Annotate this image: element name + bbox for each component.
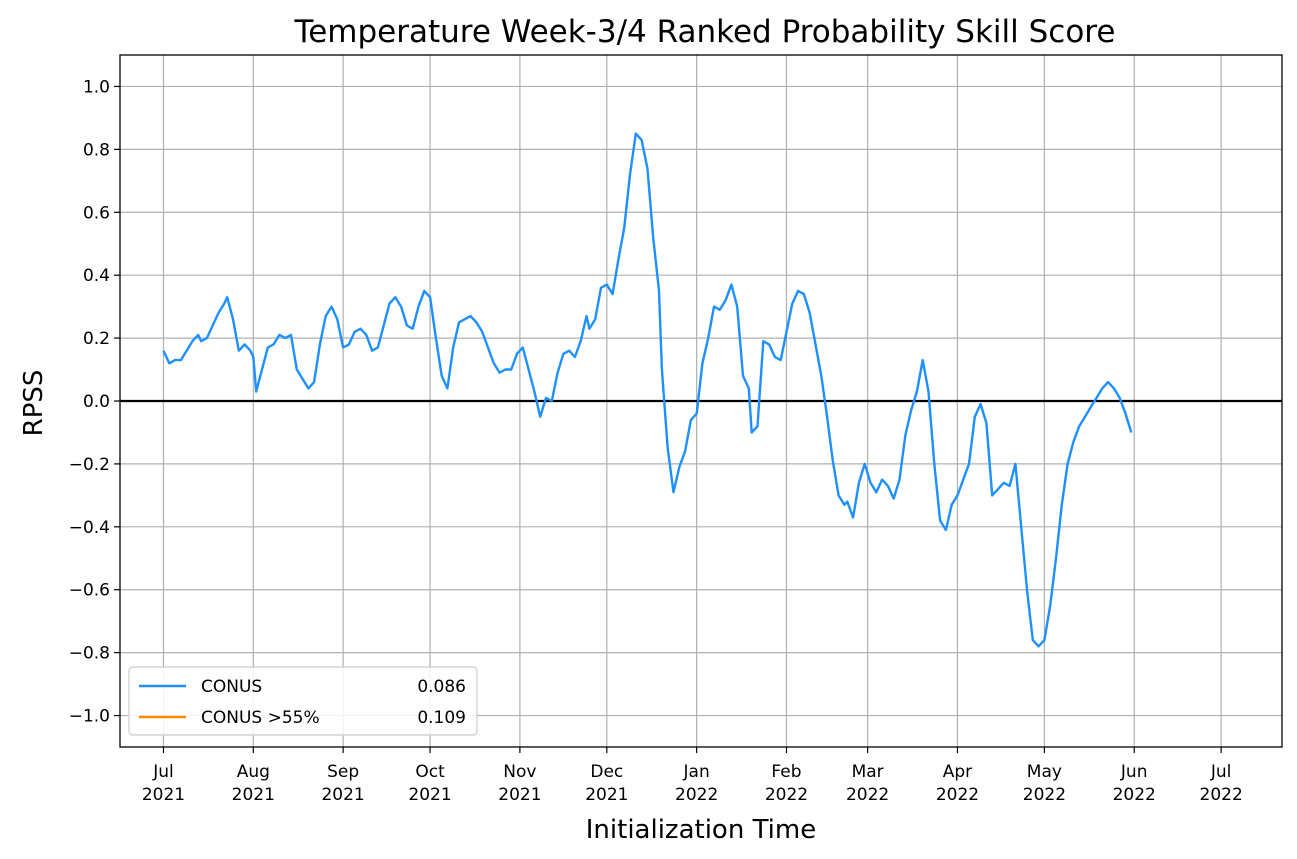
x-tick-label: Jul: [152, 762, 174, 782]
y-tick-label: 0.6: [83, 203, 110, 223]
x-tick-year-label: 2021: [232, 785, 275, 805]
y-axis-label: RPSS: [19, 370, 49, 437]
x-tick-year-label: 2021: [585, 785, 628, 805]
x-tick-label: Jun: [1120, 762, 1148, 782]
y-tick-label: 0.0: [83, 392, 110, 412]
x-tick-year-label: 2022: [846, 785, 889, 805]
legend: CONUS 0.086 CONUS >55% 0.109: [128, 666, 478, 736]
x-tick-label: Oct: [415, 762, 445, 782]
y-tick-label: 1.0: [83, 77, 110, 97]
x-tick-label: Feb: [771, 762, 801, 782]
y-tick-label: −1.0: [69, 707, 110, 727]
legend-label: CONUS: [201, 677, 262, 697]
legend-label: CONUS >55%: [201, 708, 320, 728]
x-tick-year-label: 2021: [408, 785, 451, 805]
series-line-conus: [162, 132, 1133, 648]
y-tick-label: −0.6: [69, 581, 110, 601]
x-tick-year-label: 2022: [765, 785, 808, 805]
x-tick-label: Aug: [237, 762, 270, 782]
x-tick-label: Dec: [590, 762, 623, 782]
x-tick-year-label: 2021: [498, 785, 541, 805]
x-tick-label: Apr: [943, 762, 972, 782]
legend-value: 0.086: [417, 677, 466, 697]
y-tick-label: −0.8: [69, 644, 110, 664]
y-tick-label: 0.2: [83, 329, 110, 349]
series-layer: [162, 132, 1133, 648]
x-axis-label: Initialization Time: [586, 815, 816, 845]
legend-value: 0.109: [417, 708, 466, 728]
x-tick-label: Sep: [327, 762, 359, 782]
axis-ticks: −1.0 −0.8 −0.6 −0.4 −0.2 0.0 0.2 0.4 0.6 0.8 1.0 Ju…: [69, 77, 1243, 805]
y-tick-label: 0.4: [83, 266, 110, 286]
y-tick-label: −0.4: [69, 518, 110, 538]
x-tick-label: May: [1027, 762, 1062, 782]
x-tick-label: Mar: [852, 762, 884, 782]
x-tick-year-label: 2022: [1023, 785, 1066, 805]
x-tick-year-label: 2021: [321, 785, 364, 805]
x-tick-year-label: 2021: [142, 785, 185, 805]
x-tick-year-label: 2022: [675, 785, 718, 805]
legend-box: [128, 666, 478, 736]
x-tick-year-label: 2022: [1200, 785, 1243, 805]
y-tick-label: −0.2: [69, 455, 110, 475]
x-tick-label: Nov: [503, 762, 536, 782]
x-tick-label: Jan: [683, 762, 710, 782]
chart-title: Temperature Week-3/4 Ranked Probability …: [294, 14, 1116, 50]
y-tick-label: 0.8: [83, 140, 110, 160]
x-tick-year-label: 2022: [936, 785, 979, 805]
x-tick-label: Jul: [1210, 762, 1232, 782]
x-tick-year-label: 2022: [1113, 785, 1156, 805]
